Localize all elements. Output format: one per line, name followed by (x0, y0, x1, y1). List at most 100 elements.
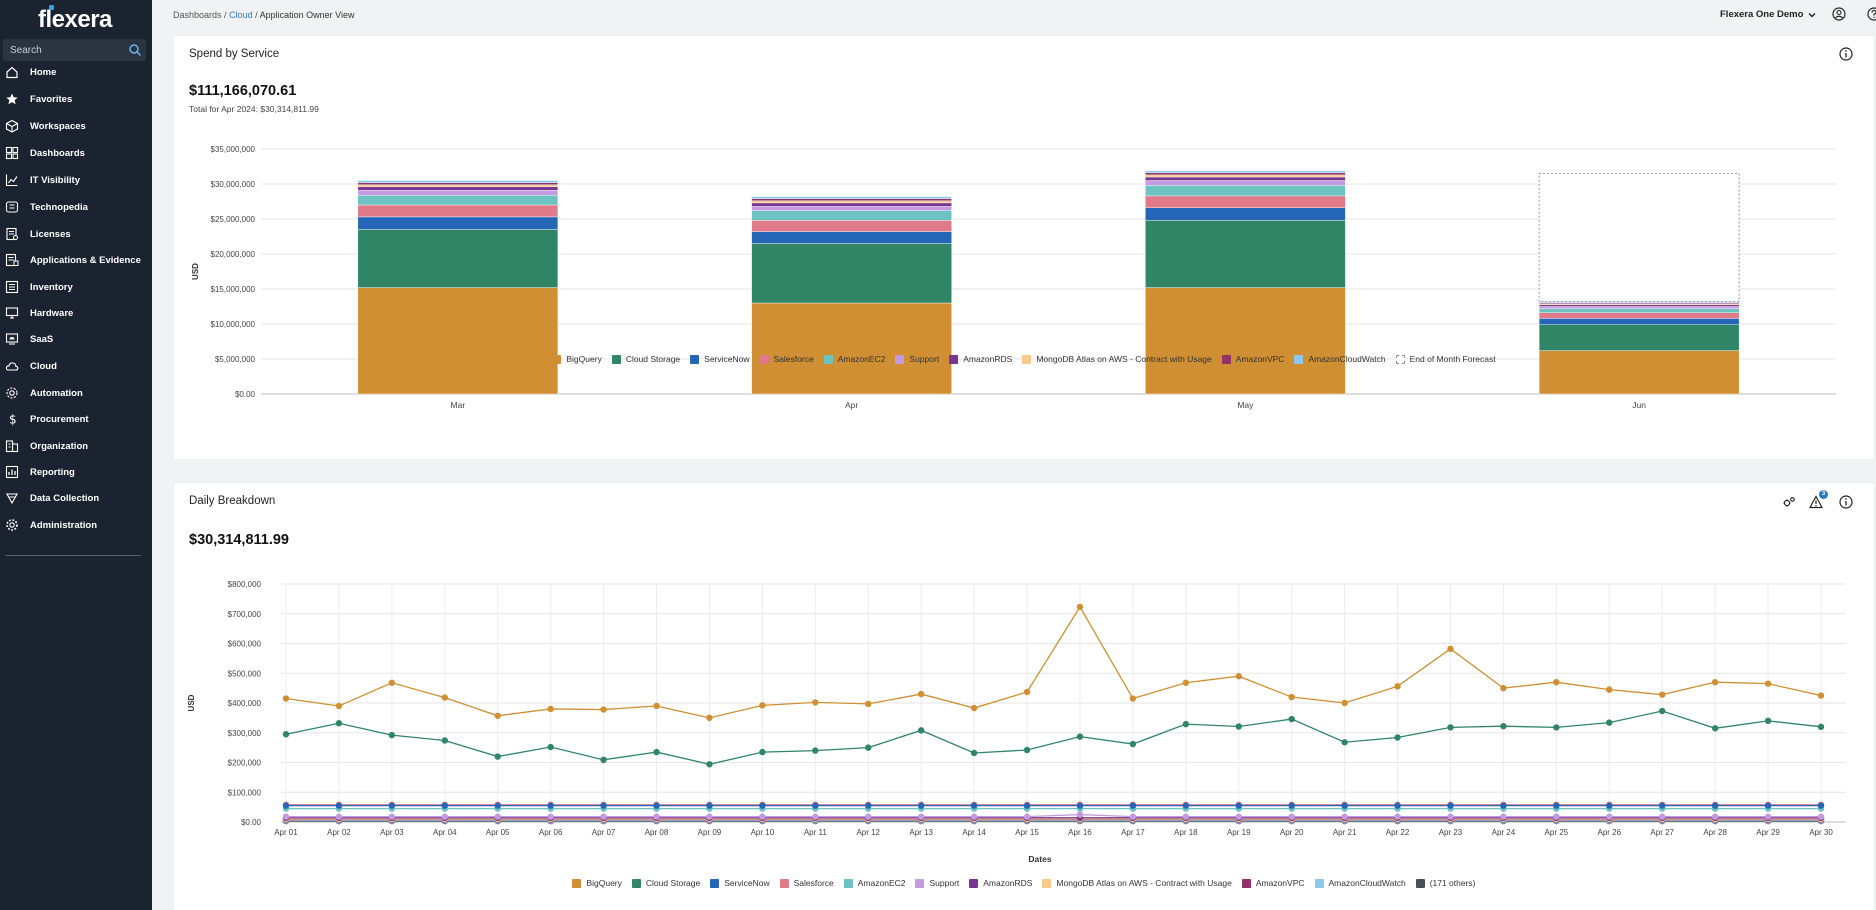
data-point-support[interactable] (494, 813, 501, 820)
legend-item-mongodb-atlas-on-aws-contract-with-usage[interactable]: MongoDB Atlas on AWS - Contract with Usa… (1022, 354, 1212, 364)
data-point-servicenow[interactable] (1182, 802, 1190, 809)
sidebar-item-data-collection[interactable]: Data Collection (0, 486, 152, 510)
bar-segment-salesforce[interactable] (1145, 195, 1346, 208)
help-icon[interactable] (1867, 7, 1876, 21)
data-point-servicenow[interactable] (1659, 802, 1666, 809)
sidebar-item-saas[interactable]: SaaS (0, 327, 152, 351)
data-point-support[interactable] (1288, 813, 1295, 820)
data-point-bigquery[interactable] (1235, 673, 1242, 680)
data-point-bigquery[interactable] (865, 700, 872, 708)
user-icon[interactable] (1832, 7, 1846, 21)
data-point-cloud-storage[interactable] (600, 756, 607, 764)
data-point-bigquery[interactable] (1182, 679, 1190, 686)
bar-segment-end-of-month-forecast[interactable] (1538, 173, 1740, 303)
data-point-cloud-storage[interactable] (1235, 723, 1242, 730)
data-point-servicenow[interactable] (1447, 802, 1454, 809)
breadcrumb-cloud[interactable]: Cloud (229, 10, 253, 20)
data-point-servicenow[interactable] (1606, 802, 1613, 809)
data-point-cloud-storage[interactable] (1023, 746, 1031, 754)
data-point-bigquery[interactable] (494, 712, 501, 719)
data-point-cloud-storage[interactable] (1447, 724, 1454, 731)
bar-segment-amazonvpc[interactable] (751, 198, 952, 201)
bar-segment-amazonvpc[interactable] (357, 182, 559, 185)
line-series-support[interactable] (286, 813, 1821, 818)
bar-segment-support[interactable] (1538, 306, 1740, 309)
bar-segment-cloud-storage[interactable] (751, 243, 952, 304)
data-point-support[interactable] (441, 813, 448, 820)
legend-item-amazonvpc[interactable]: AmazonVPC (1241, 878, 1305, 888)
data-point-servicenow[interactable] (388, 802, 396, 809)
data-point-servicenow[interactable] (1817, 802, 1825, 809)
breadcrumb-dashboards[interactable]: Dashboards (173, 10, 222, 20)
bar-segment-salesforce[interactable] (357, 204, 559, 218)
data-point-support[interactable] (1235, 813, 1242, 820)
data-point-bigquery[interactable] (600, 706, 607, 713)
data-point-bigquery[interactable] (759, 702, 766, 709)
data-point-servicenow[interactable] (600, 802, 607, 809)
data-point-support[interactable] (1764, 813, 1772, 820)
data-point-bigquery[interactable] (1076, 603, 1084, 611)
search-input[interactable] (3, 39, 121, 61)
data-point-support[interactable] (1023, 813, 1031, 820)
bar-segment-mongodb-atlas-on-aws-contract-with-usage[interactable] (751, 200, 952, 204)
legend-item-171-others[interactable]: (171 others) (1415, 878, 1476, 888)
settings-icon[interactable] (1782, 495, 1796, 509)
data-point-cloud-storage[interactable] (335, 720, 343, 727)
bar-segment-amazonrds[interactable] (1538, 304, 1740, 307)
data-point-bigquery[interactable] (1606, 686, 1613, 693)
sidebar-item-applications-evidence[interactable]: Applications & Evidence (0, 248, 152, 272)
data-point-support[interactable] (759, 813, 766, 820)
data-point-bigquery[interactable] (1764, 680, 1772, 687)
data-point-bigquery[interactable] (1711, 678, 1719, 686)
data-point-cloud-storage[interactable] (1659, 707, 1666, 715)
data-point-bigquery[interactable] (388, 679, 396, 686)
sidebar-item-technopedia[interactable]: Technopedia (0, 195, 152, 219)
data-point-support[interactable] (388, 813, 396, 820)
legend-item-servicenow[interactable]: ServiceNow (710, 878, 770, 888)
data-point-cloud-storage[interactable] (706, 761, 713, 768)
data-point-support[interactable] (282, 813, 290, 820)
legend-item-servicenow[interactable]: ServiceNow (690, 354, 750, 364)
bar-segment-bigquery[interactable] (1145, 287, 1346, 395)
bar-segment-amazonrds[interactable] (1145, 176, 1346, 181)
bar-segment-salesforce[interactable] (1538, 312, 1740, 319)
data-point-servicenow[interactable] (706, 802, 713, 809)
data-point-support[interactable] (547, 813, 554, 820)
sidebar-item-organization[interactable]: Organization (0, 434, 152, 458)
data-point-support[interactable] (1500, 813, 1507, 820)
sidebar-item-reporting[interactable]: Reporting (0, 460, 152, 484)
data-point-support[interactable] (1711, 813, 1719, 820)
data-point-servicenow[interactable] (1023, 802, 1031, 809)
data-point-cloud-storage[interactable] (865, 744, 872, 751)
bar-segment-servicenow[interactable] (751, 231, 952, 244)
data-point-cloud-storage[interactable] (282, 731, 290, 738)
data-point-servicenow[interactable] (441, 802, 448, 809)
bar-segment-amazoncloudwatch[interactable] (1145, 170, 1346, 173)
legend-item-salesforce[interactable]: Salesforce (779, 878, 834, 888)
org-selector[interactable]: Flexera One Demo (1720, 9, 1817, 20)
data-point-support[interactable] (1553, 813, 1560, 820)
data-point-support[interactable] (600, 813, 607, 820)
sidebar-item-home[interactable]: Home (0, 60, 152, 84)
data-point-bigquery[interactable] (706, 714, 713, 722)
legend-item-amazonrds[interactable]: AmazonRDS (969, 878, 1032, 888)
data-point-bigquery[interactable] (812, 699, 819, 706)
data-point-cloud-storage[interactable] (388, 731, 396, 739)
data-point-support[interactable] (1659, 813, 1666, 820)
bar-segment-amazonec2[interactable] (357, 194, 559, 206)
data-point-bigquery[interactable] (1129, 695, 1137, 702)
bar-segment-amazonec2[interactable] (751, 210, 952, 221)
data-point-servicenow[interactable] (1500, 802, 1507, 809)
data-point-support[interactable] (1182, 813, 1190, 820)
data-point-servicenow[interactable] (1553, 802, 1560, 809)
bar-segment-cloud-storage[interactable] (357, 229, 559, 288)
data-point-support[interactable] (1394, 813, 1401, 820)
data-point-cloud-storage[interactable] (1606, 719, 1613, 726)
line-series-cloud-storage[interactable] (285, 710, 1822, 765)
bar-segment-servicenow[interactable] (1538, 318, 1740, 325)
data-point-cloud-storage[interactable] (1182, 720, 1190, 728)
data-point-support[interactable] (1817, 813, 1825, 820)
data-point-bigquery[interactable] (1553, 678, 1560, 686)
data-point-support[interactable] (1129, 813, 1137, 820)
data-point-bigquery[interactable] (653, 702, 660, 710)
